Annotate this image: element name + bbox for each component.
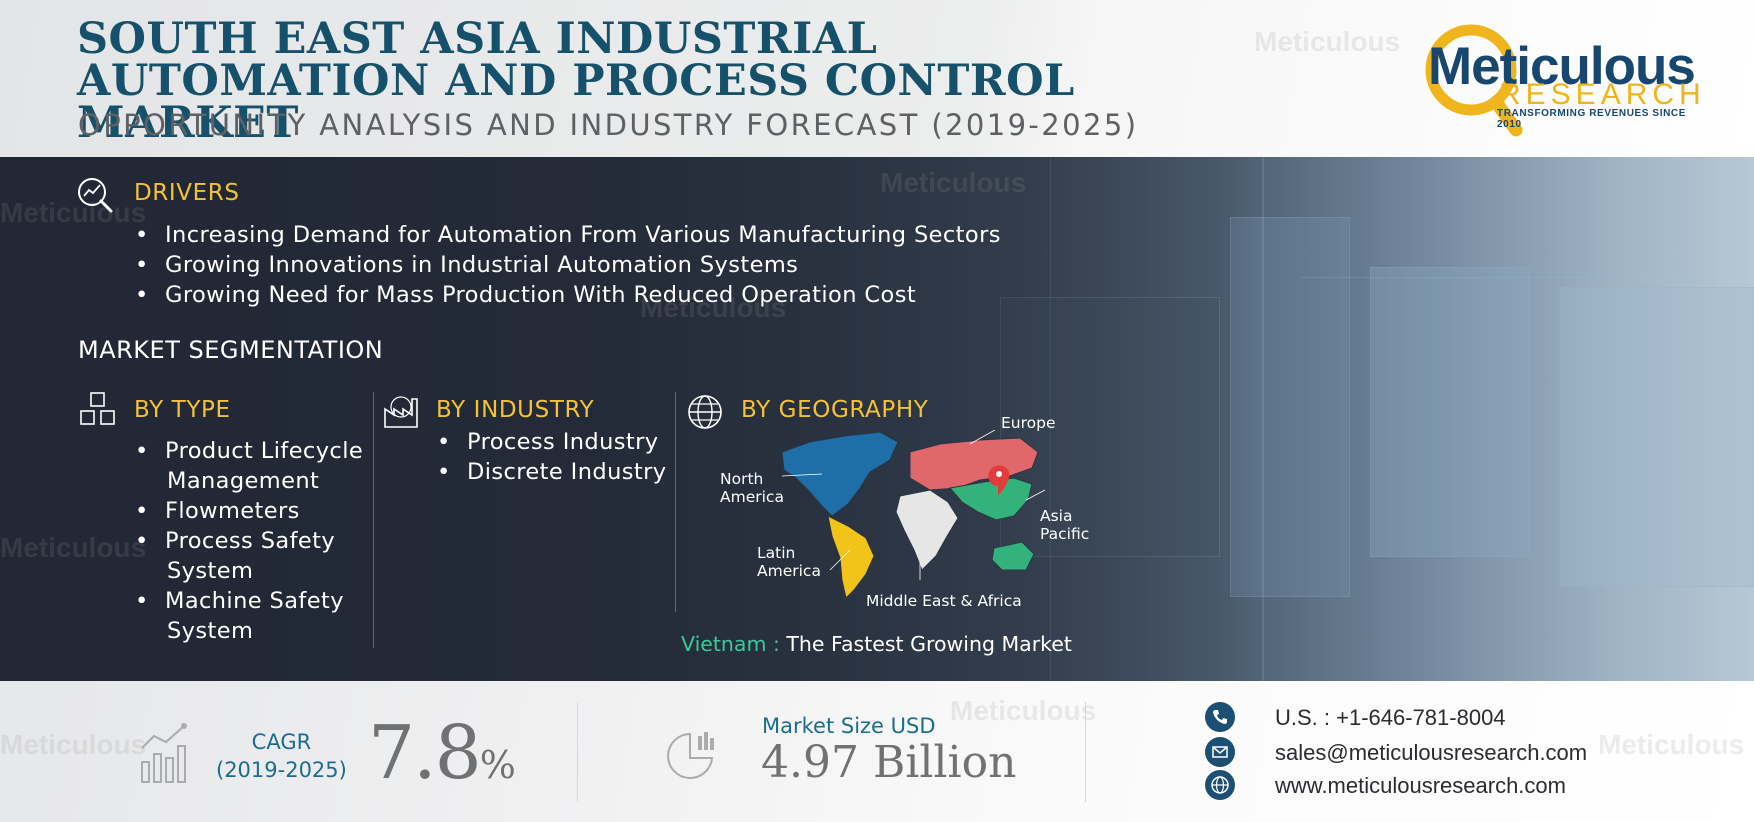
machine-panel-image: [1370, 267, 1530, 557]
email-link[interactable]: sales@meticulousresearch.com: [1275, 740, 1588, 765]
pie-chart-icon: [667, 732, 714, 779]
light-beam: [1300, 277, 1754, 278]
column-divider: [373, 392, 374, 648]
fastest-growing-market: Vietnam : The Fastest Growing Market: [681, 632, 1072, 656]
list-item: • Growing Need for Mass Production With R…: [135, 282, 917, 308]
header-banner: SOUTH EAST ASIA INDUSTRIAL AUTOMATION AN…: [0, 0, 1754, 157]
market-size-label: Market Size USD: [762, 714, 936, 738]
footer-divider: [577, 702, 578, 802]
website-icon[interactable]: [1205, 770, 1235, 800]
logo-watermark: Meticulous: [880, 167, 1027, 198]
map-label-europe: Europe: [1001, 414, 1056, 432]
column-divider: [675, 392, 676, 612]
content-panel: Meticulous Meticulous Meticulous Meticul…: [0, 157, 1754, 681]
mea-region: [895, 489, 959, 571]
logo-watermark: Meticulous: [640, 292, 787, 323]
company-logo[interactable]: Meticulous RESEARCH TRANSFORMING REVENUE…: [1416, 20, 1706, 138]
phone-link[interactable]: U.S. : +1-646-781-8004: [1275, 705, 1506, 730]
growth-chart-icon: [141, 723, 187, 783]
north-america-region: [781, 431, 899, 517]
by-industry-heading: BY INDUSTRY: [436, 397, 595, 423]
map-label-mea: Middle East & Africa: [866, 592, 1022, 610]
magnifier-chart-icon: [78, 178, 113, 213]
cagr-value: 7.8%: [368, 710, 516, 796]
globe-icon: [688, 395, 722, 429]
cagr-label: CAGR (2019-2025): [216, 730, 347, 782]
market-size-value: 4.97 Billion: [761, 737, 1017, 788]
list-item: • Machine Safety System: [135, 588, 344, 644]
drivers-heading: DRIVERS: [134, 180, 240, 206]
logo-watermark: Meticulous: [0, 729, 147, 760]
logo-watermark: Meticulous: [950, 695, 1097, 726]
email-icon[interactable]: [1205, 737, 1235, 767]
list-item: • Increasing Demand for Automation From V…: [135, 222, 1001, 248]
fastest-text: The Fastest Growing Market: [786, 632, 1072, 656]
list-item: • Discrete Industry: [437, 459, 667, 485]
world-map: [781, 430, 1046, 599]
logo-name: Meticulous: [1428, 37, 1696, 96]
map-label-north-america: North America: [720, 470, 784, 506]
logo-watermark: Meticulous: [1598, 729, 1745, 760]
logo-watermark: Meticulous: [1254, 26, 1401, 57]
footer-divider: [1085, 702, 1086, 802]
cubes-icon: [80, 392, 115, 425]
list-item: • Flowmeters: [135, 498, 300, 524]
machine-panel-image: [1560, 287, 1754, 587]
light-beam: [1262, 157, 1264, 681]
logo-watermark: Meticulous: [0, 197, 147, 228]
by-type-list: • Product Lifecycle Management • Flowmeters…: [135, 436, 364, 646]
drivers-list: • Increasing Demand for Automation From V…: [135, 220, 1001, 310]
by-geography-heading: BY GEOGRAPHY: [741, 397, 929, 423]
location-pin-icon: [988, 465, 1010, 496]
fastest-country: Vietnam :: [681, 632, 780, 656]
footer-bar: Meticulous Meticulous Meticulous: [0, 681, 1754, 822]
europe-region: [909, 437, 1039, 491]
magnifier-logo-icon: [1425, 24, 1523, 137]
segmentation-title: MARKET SEGMENTATION: [78, 336, 384, 364]
asia-pacific-region: [949, 477, 1035, 571]
logo-watermark: Meticulous: [0, 532, 147, 563]
list-item: • Product Lifecycle Management: [135, 438, 364, 494]
website-link[interactable]: www.meticulousresearch.com: [1275, 773, 1566, 798]
map-label-latin-america: Latin America: [757, 544, 821, 580]
logo-tagline: TRANSFORMING REVENUES SINCE 2010: [1497, 108, 1686, 130]
map-label-asia-pacific: Asia Pacific: [1040, 507, 1090, 543]
latin-america-region: [827, 515, 875, 599]
list-item: • Process Safety System: [135, 528, 336, 584]
logo-research: RESEARCH: [1499, 78, 1706, 111]
by-industry-list: • Process Industry • Discrete Industry: [437, 427, 667, 487]
page-title: SOUTH EAST ASIA INDUSTRIAL AUTOMATION AN…: [77, 14, 1075, 148]
by-type-heading: BY TYPE: [134, 397, 231, 423]
page-subtitle: OPPORTUNITY ANALYSIS AND INDUSTRY FORECA…: [78, 108, 1139, 142]
factory-icon: [384, 396, 418, 428]
text-overlay: [0, 157, 1262, 681]
list-item: • Process Industry: [437, 429, 659, 455]
list-item: • Growing Innovations in Industrial Autom…: [135, 252, 799, 278]
phone-icon[interactable]: [1205, 702, 1235, 732]
